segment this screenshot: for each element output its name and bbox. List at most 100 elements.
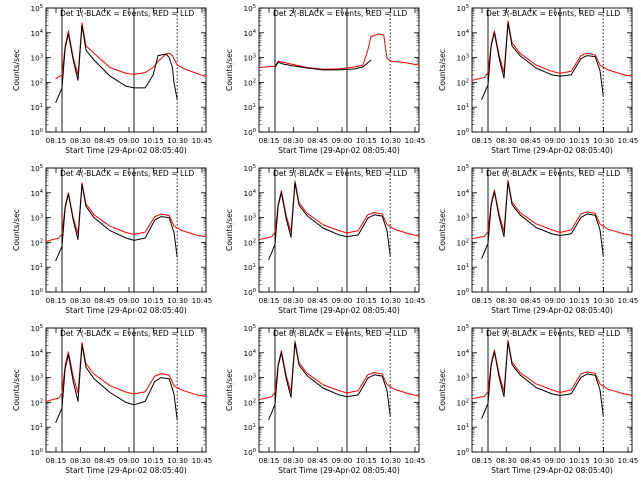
- x-tick-label: 10:15: [356, 456, 377, 465]
- x-tick-label: 10:45: [405, 456, 426, 465]
- y-tick-label: 100: [457, 128, 469, 137]
- plot-frame: [258, 167, 420, 293]
- x-tick-label: 08:30: [70, 136, 91, 145]
- y-tick-label: 101: [457, 263, 469, 272]
- y-tick-label: 105: [31, 324, 43, 333]
- x-tick-label: 10:15: [569, 296, 590, 305]
- y-tick-label: 101: [244, 263, 256, 272]
- y-tick-label: 103: [31, 214, 43, 223]
- y-tick-label: 105: [31, 4, 43, 13]
- x-axis-label: Start Time (29-Apr-02 08:05:40): [278, 306, 400, 315]
- x-tick-label: 08:15: [46, 456, 67, 465]
- x-tick-label: 10:30: [167, 296, 188, 305]
- y-axis-label: Counts/sec: [438, 369, 447, 411]
- panel-title: Det 2(-BLACK = Events, RED = LLD: [273, 9, 407, 18]
- events-series-line: [481, 341, 604, 419]
- x-tick-label: 08:15: [472, 296, 493, 305]
- x-tick-label: 10:45: [618, 136, 639, 145]
- y-tick-label: 104: [457, 29, 470, 38]
- plot-frame: [258, 7, 420, 133]
- events-series-line: [55, 24, 178, 103]
- x-tick-label: 08:45: [94, 296, 115, 305]
- x-tick-label: 10:30: [167, 136, 188, 145]
- x-tick-label: 10:15: [356, 136, 377, 145]
- panel-title: Det 8(-BLACK = Events, RED = LLD: [273, 329, 407, 338]
- x-tick-label: 08:30: [283, 456, 304, 465]
- x-axis-label: Start Time (29-Apr-02 08:05:40): [65, 466, 187, 475]
- y-tick-label: 101: [457, 103, 469, 112]
- events-series-line: [55, 344, 178, 423]
- lld-series-line: [471, 339, 633, 400]
- x-tick-label: 10:15: [356, 296, 377, 305]
- x-tick-label: 10:15: [569, 456, 590, 465]
- x-tick-label: 08:30: [496, 136, 517, 145]
- y-tick-label: 104: [244, 29, 257, 38]
- panel-det-6: Det 6(-BLACK = Events, RED = LLD 100 101 10…: [438, 164, 638, 315]
- y-tick-label: 103: [31, 54, 43, 63]
- panel-det-3: Det 3(-BLACK = Events, RED = LLD 100 101 10…: [438, 4, 638, 155]
- y-tick-label: 100: [457, 288, 469, 297]
- y-tick-label: 105: [31, 164, 43, 173]
- x-tick-label: 08:45: [520, 456, 541, 465]
- x-tick-label: 08:30: [496, 296, 517, 305]
- events-series-line: [268, 182, 391, 260]
- x-tick-label: 09:00: [545, 296, 566, 305]
- y-tick-label: 104: [31, 29, 44, 38]
- x-tick-label: 10:45: [405, 296, 426, 305]
- y-tick-label: 105: [244, 324, 256, 333]
- x-tick-label: 09:00: [332, 136, 353, 145]
- x-tick-label: 10:30: [380, 136, 401, 145]
- x-tick-label: 10:45: [192, 456, 213, 465]
- x-tick-label: 08:15: [472, 456, 493, 465]
- y-tick-label: 100: [244, 128, 256, 137]
- events-series-line: [481, 181, 604, 259]
- x-tick-label: 10:30: [593, 136, 614, 145]
- panel-det-9: Det 9(-BLACK = Events, RED = LLD 100 101 10…: [438, 324, 638, 475]
- x-tick-label: 10:45: [405, 136, 426, 145]
- x-tick-label: 10:30: [593, 456, 614, 465]
- y-tick-label: 102: [457, 398, 469, 407]
- y-tick-label: 104: [244, 189, 257, 198]
- y-tick-label: 102: [31, 238, 43, 247]
- y-tick-label: 104: [457, 189, 470, 198]
- y-tick-label: 104: [244, 349, 257, 358]
- x-tick-label: 10:45: [192, 136, 213, 145]
- y-tick-label: 105: [457, 324, 469, 333]
- y-tick-label: 100: [31, 288, 43, 297]
- y-axis-label: Counts/sec: [12, 49, 21, 91]
- x-tick-label: 10:15: [143, 456, 164, 465]
- y-tick-label: 100: [457, 448, 469, 457]
- panel-det-5: Det 5(-BLACK = Events, RED = LLD 100 101 10…: [225, 164, 425, 315]
- plot-frame: [471, 7, 633, 133]
- x-tick-label: 08:45: [94, 136, 115, 145]
- x-tick-label: 10:30: [380, 456, 401, 465]
- x-axis-label: Start Time (29-Apr-02 08:05:40): [491, 146, 613, 155]
- y-tick-label: 101: [244, 423, 256, 432]
- y-tick-label: 104: [457, 349, 470, 358]
- panel-det-2: Det 2(-BLACK = Events, RED = LLD 100 101 10…: [225, 4, 425, 155]
- plot-frame: [45, 7, 207, 133]
- panel-title: Det 9(-BLACK = Events, RED = LLD: [486, 329, 620, 338]
- y-axis-label: Counts/sec: [225, 369, 234, 411]
- x-tick-label: 08:45: [520, 136, 541, 145]
- x-tick-label: 09:00: [545, 136, 566, 145]
- x-tick-label: 10:15: [569, 136, 590, 145]
- y-tick-label: 103: [457, 214, 469, 223]
- x-tick-label: 08:45: [307, 136, 328, 145]
- y-tick-label: 101: [244, 103, 256, 112]
- x-tick-label: 09:00: [119, 136, 140, 145]
- y-tick-label: 105: [244, 164, 256, 173]
- lld-series-line: [258, 340, 420, 401]
- x-tick-label: 09:00: [332, 456, 353, 465]
- x-tick-label: 09:00: [119, 296, 140, 305]
- y-tick-label: 103: [244, 214, 256, 223]
- y-tick-label: 105: [457, 4, 469, 13]
- y-tick-label: 104: [31, 189, 44, 198]
- y-tick-label: 103: [457, 374, 469, 383]
- lld-series-line: [471, 179, 633, 240]
- y-axis-label: Counts/sec: [438, 49, 447, 91]
- y-tick-label: 101: [31, 263, 43, 272]
- events-series-line: [55, 183, 178, 262]
- x-axis-label: Start Time (29-Apr-02 08:05:40): [65, 306, 187, 315]
